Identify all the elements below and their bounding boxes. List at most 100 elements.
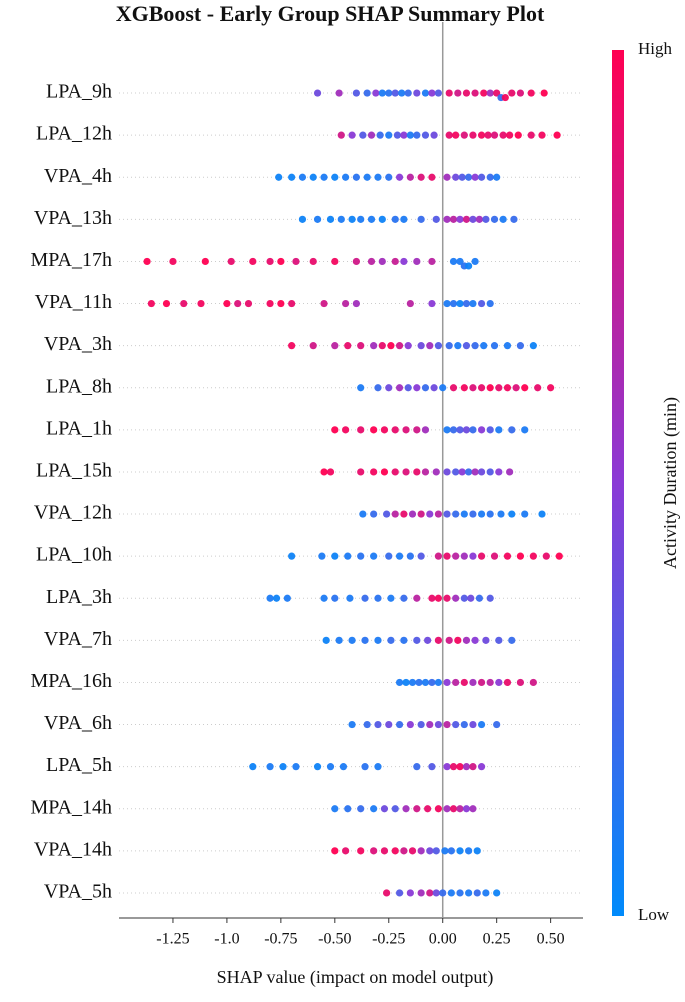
shap-point xyxy=(402,426,410,434)
shap-point xyxy=(408,847,417,855)
shap-point xyxy=(402,678,410,687)
shap-point xyxy=(443,763,451,771)
shap-point xyxy=(331,594,339,602)
shap-point xyxy=(413,594,421,602)
shap-point xyxy=(538,131,546,139)
shap-point xyxy=(465,262,473,270)
shap-point xyxy=(469,720,477,729)
shap-point xyxy=(385,384,393,392)
shap-point xyxy=(383,510,391,518)
shap-point xyxy=(471,468,479,476)
shap-point xyxy=(374,384,382,392)
shap-point xyxy=(447,889,455,897)
feature-label: VPA_7h xyxy=(44,628,112,650)
shap-point xyxy=(456,215,464,223)
shap-point xyxy=(443,299,451,308)
shap-point xyxy=(497,510,505,518)
shap-point xyxy=(378,342,386,350)
shap-point xyxy=(486,426,494,434)
shap-point xyxy=(413,257,421,266)
shap-point xyxy=(320,594,328,602)
shap-point xyxy=(482,889,490,897)
shap-point xyxy=(449,763,458,771)
shap-point xyxy=(357,805,365,813)
shap-point xyxy=(486,384,494,392)
shap-point xyxy=(413,384,421,392)
shap-point xyxy=(456,426,464,434)
shap-point xyxy=(395,889,404,897)
shap-point xyxy=(337,131,345,139)
shap-point xyxy=(180,299,188,308)
shap-point xyxy=(400,594,408,602)
shap-point xyxy=(363,89,371,97)
shap-point xyxy=(430,384,438,392)
feature-label: VPA_11h xyxy=(35,291,112,313)
shap-point xyxy=(506,131,514,139)
shap-point xyxy=(370,426,378,434)
shap-point xyxy=(277,257,285,266)
shap-point xyxy=(456,257,464,266)
feature-label: LPA_10h xyxy=(36,544,112,566)
shap-point xyxy=(460,510,468,518)
shap-point xyxy=(452,131,460,139)
shap-point xyxy=(400,847,408,855)
shap-point xyxy=(288,299,296,308)
shap-point xyxy=(413,763,421,771)
shap-point xyxy=(445,342,453,350)
shap-point xyxy=(344,805,352,813)
shap-point xyxy=(413,426,421,434)
shap-point xyxy=(447,847,455,855)
shap-point xyxy=(529,552,537,560)
shap-point xyxy=(508,510,516,518)
shap-point xyxy=(475,594,484,602)
shap-point xyxy=(449,257,458,266)
shap-point xyxy=(313,89,322,97)
shap-point xyxy=(426,720,434,729)
shap-point xyxy=(521,384,529,392)
shap-point xyxy=(348,131,356,139)
shap-point xyxy=(227,257,235,266)
shap-point xyxy=(374,636,382,644)
shap-point xyxy=(408,678,417,687)
shap-point xyxy=(266,299,274,308)
shap-point xyxy=(430,131,438,139)
shap-point xyxy=(413,89,421,97)
shap-point xyxy=(309,173,317,181)
shap-point xyxy=(428,594,436,602)
shap-point xyxy=(443,678,451,687)
shap-point xyxy=(490,131,499,139)
shap-point xyxy=(434,510,443,518)
shap-point xyxy=(378,215,386,223)
shap-point xyxy=(288,173,296,181)
shap-point xyxy=(477,131,486,139)
x-tick-label: -1.25 xyxy=(156,931,189,948)
shap-point xyxy=(426,342,434,350)
chart-title: XGBoost - Early Group SHAP Summary Plot xyxy=(116,1,545,26)
shap-point xyxy=(428,299,436,308)
shap-point xyxy=(456,805,464,813)
shap-point xyxy=(380,468,389,476)
shap-point xyxy=(452,510,460,518)
shap-point xyxy=(404,342,412,350)
shap-point xyxy=(434,552,443,560)
shap-point xyxy=(378,257,386,266)
shap-point xyxy=(499,131,507,139)
shap-point xyxy=(331,173,339,181)
shap-point xyxy=(395,552,404,560)
shap-point xyxy=(449,215,458,223)
shap-point xyxy=(428,173,436,181)
shap-point xyxy=(408,510,417,518)
shap-point xyxy=(406,889,414,897)
shap-point xyxy=(370,510,378,518)
shap-point xyxy=(298,173,307,181)
x-tick-label: 0.25 xyxy=(483,931,511,948)
shap-point xyxy=(277,299,285,308)
x-axis-label: SHAP value (impact on model output) xyxy=(217,967,494,988)
shap-point xyxy=(434,342,443,350)
shap-point xyxy=(326,215,335,223)
shap-point xyxy=(421,678,430,687)
shap-point xyxy=(348,636,356,644)
shap-point xyxy=(292,763,300,771)
shap-point xyxy=(322,636,330,644)
